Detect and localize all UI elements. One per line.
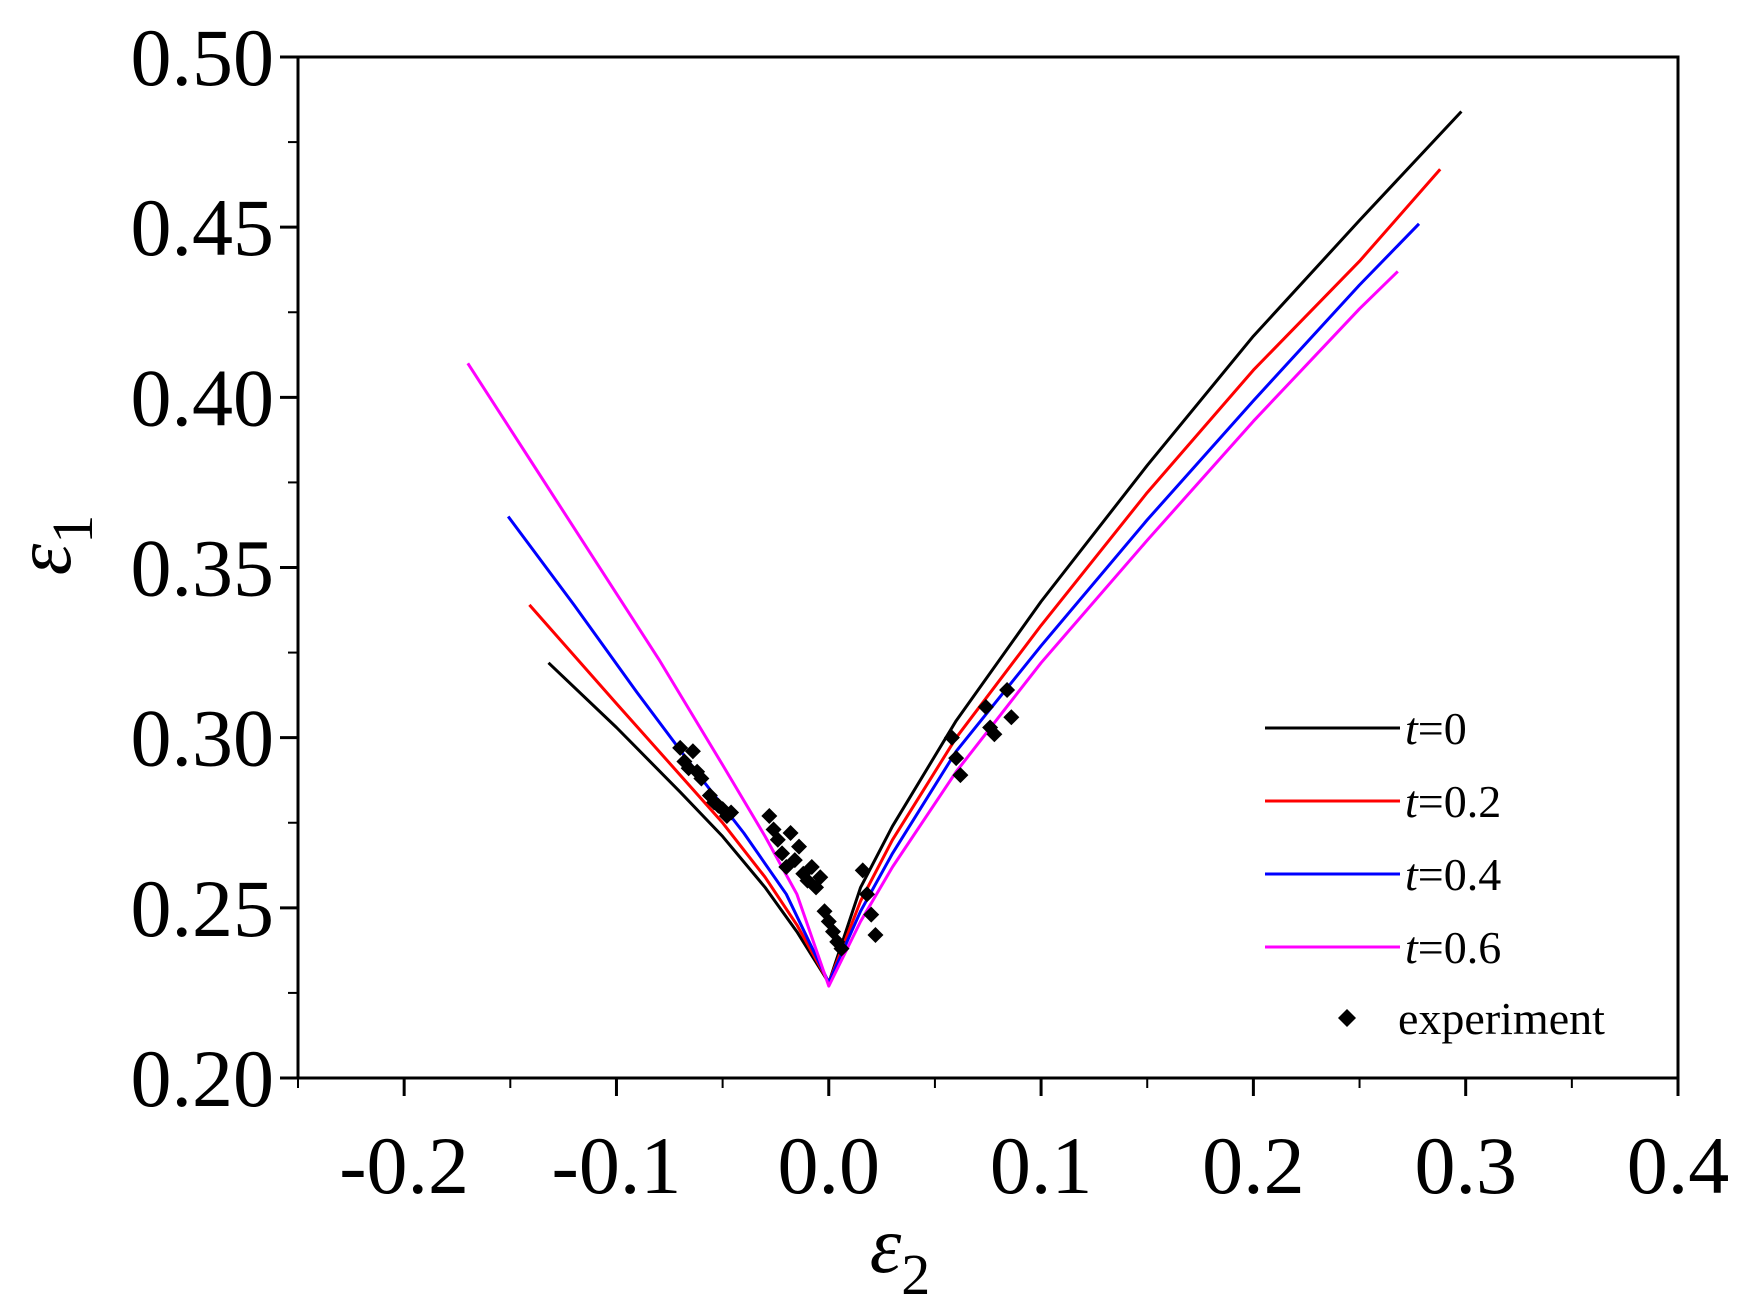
y-tick-label: 0.50 — [131, 12, 275, 103]
series-line-t=0.4 — [506, 222, 1421, 985]
y-axis-title-main: ε — [0, 543, 88, 575]
x-axis-title: ε2 — [870, 1202, 931, 1307]
experiment-point — [803, 858, 820, 875]
y-tick-label: 0.45 — [131, 182, 275, 273]
legend: t=0 t=0.2 t=0.4 t=0.6 experiment — [1265, 703, 1605, 1044]
y-tick-label: 0.25 — [131, 863, 275, 954]
y-axis: 0.20 0.25 0.30 0.35 0.40 0.45 0.50 — [131, 12, 298, 1124]
x-tick-label: -0.2 — [339, 1120, 469, 1211]
legend-label-experiment: experiment — [1398, 993, 1605, 1044]
y-axis-title: ε1 — [0, 515, 105, 576]
experiment-point — [693, 770, 710, 787]
x-axis-title-sub: 2 — [901, 1242, 930, 1307]
y-tick-label: 0.20 — [131, 1033, 275, 1124]
series-line-t=0.2 — [528, 168, 1442, 985]
experiment-point — [854, 862, 871, 879]
experiment-point — [769, 831, 786, 848]
x-tick-label: 0.2 — [1202, 1120, 1305, 1211]
experiment-point — [684, 743, 701, 760]
legend-label-t=0.6: t=0.6 — [1405, 922, 1501, 973]
experiment-point — [948, 750, 965, 767]
experiment-point — [761, 807, 778, 824]
experiment-point — [812, 869, 829, 886]
legend-label-t=0.4: t=0.4 — [1405, 849, 1501, 900]
experiment-point — [858, 886, 875, 903]
plot-area — [466, 110, 1463, 988]
y-axis-title-sub: 1 — [40, 515, 105, 544]
experiment-point — [1003, 709, 1020, 726]
experiment-point — [672, 739, 689, 756]
experiment-point — [791, 838, 808, 855]
experiment-point — [782, 824, 799, 841]
experiment-point — [952, 767, 969, 784]
legend-label-t=0: t=0 — [1405, 703, 1467, 754]
experiment-point — [867, 927, 884, 944]
y-tick-label: 0.35 — [131, 523, 275, 614]
x-tick-label: 0.3 — [1414, 1120, 1517, 1211]
x-axis-title-main: ε — [870, 1202, 902, 1290]
x-tick-label: -0.1 — [552, 1120, 682, 1211]
experiment-point — [786, 852, 803, 869]
experiment-point — [774, 845, 791, 862]
y-tick-label: 0.40 — [131, 352, 275, 443]
experiment-point — [863, 906, 880, 923]
x-tick-label: 0.4 — [1627, 1120, 1730, 1211]
experiment-point — [986, 726, 1003, 743]
experiment-point — [977, 699, 994, 716]
experiment-point — [723, 804, 740, 821]
experiment-point — [999, 682, 1016, 699]
experiment-point — [833, 940, 850, 957]
y-tick-label: 0.30 — [131, 693, 275, 784]
series-line-t=0.6 — [466, 270, 1399, 988]
legend-label-t=0.2: t=0.2 — [1405, 776, 1501, 827]
x-tick-label: 0.1 — [990, 1120, 1093, 1211]
experiment-point — [943, 729, 960, 746]
x-tick-label: 0.0 — [778, 1120, 881, 1211]
legend-marker-experiment — [1338, 1009, 1356, 1027]
series-line-t=0 — [547, 110, 1463, 985]
x-axis: -0.2 -0.1 0.0 0.1 0.2 0.3 0.4 — [297, 1078, 1730, 1211]
